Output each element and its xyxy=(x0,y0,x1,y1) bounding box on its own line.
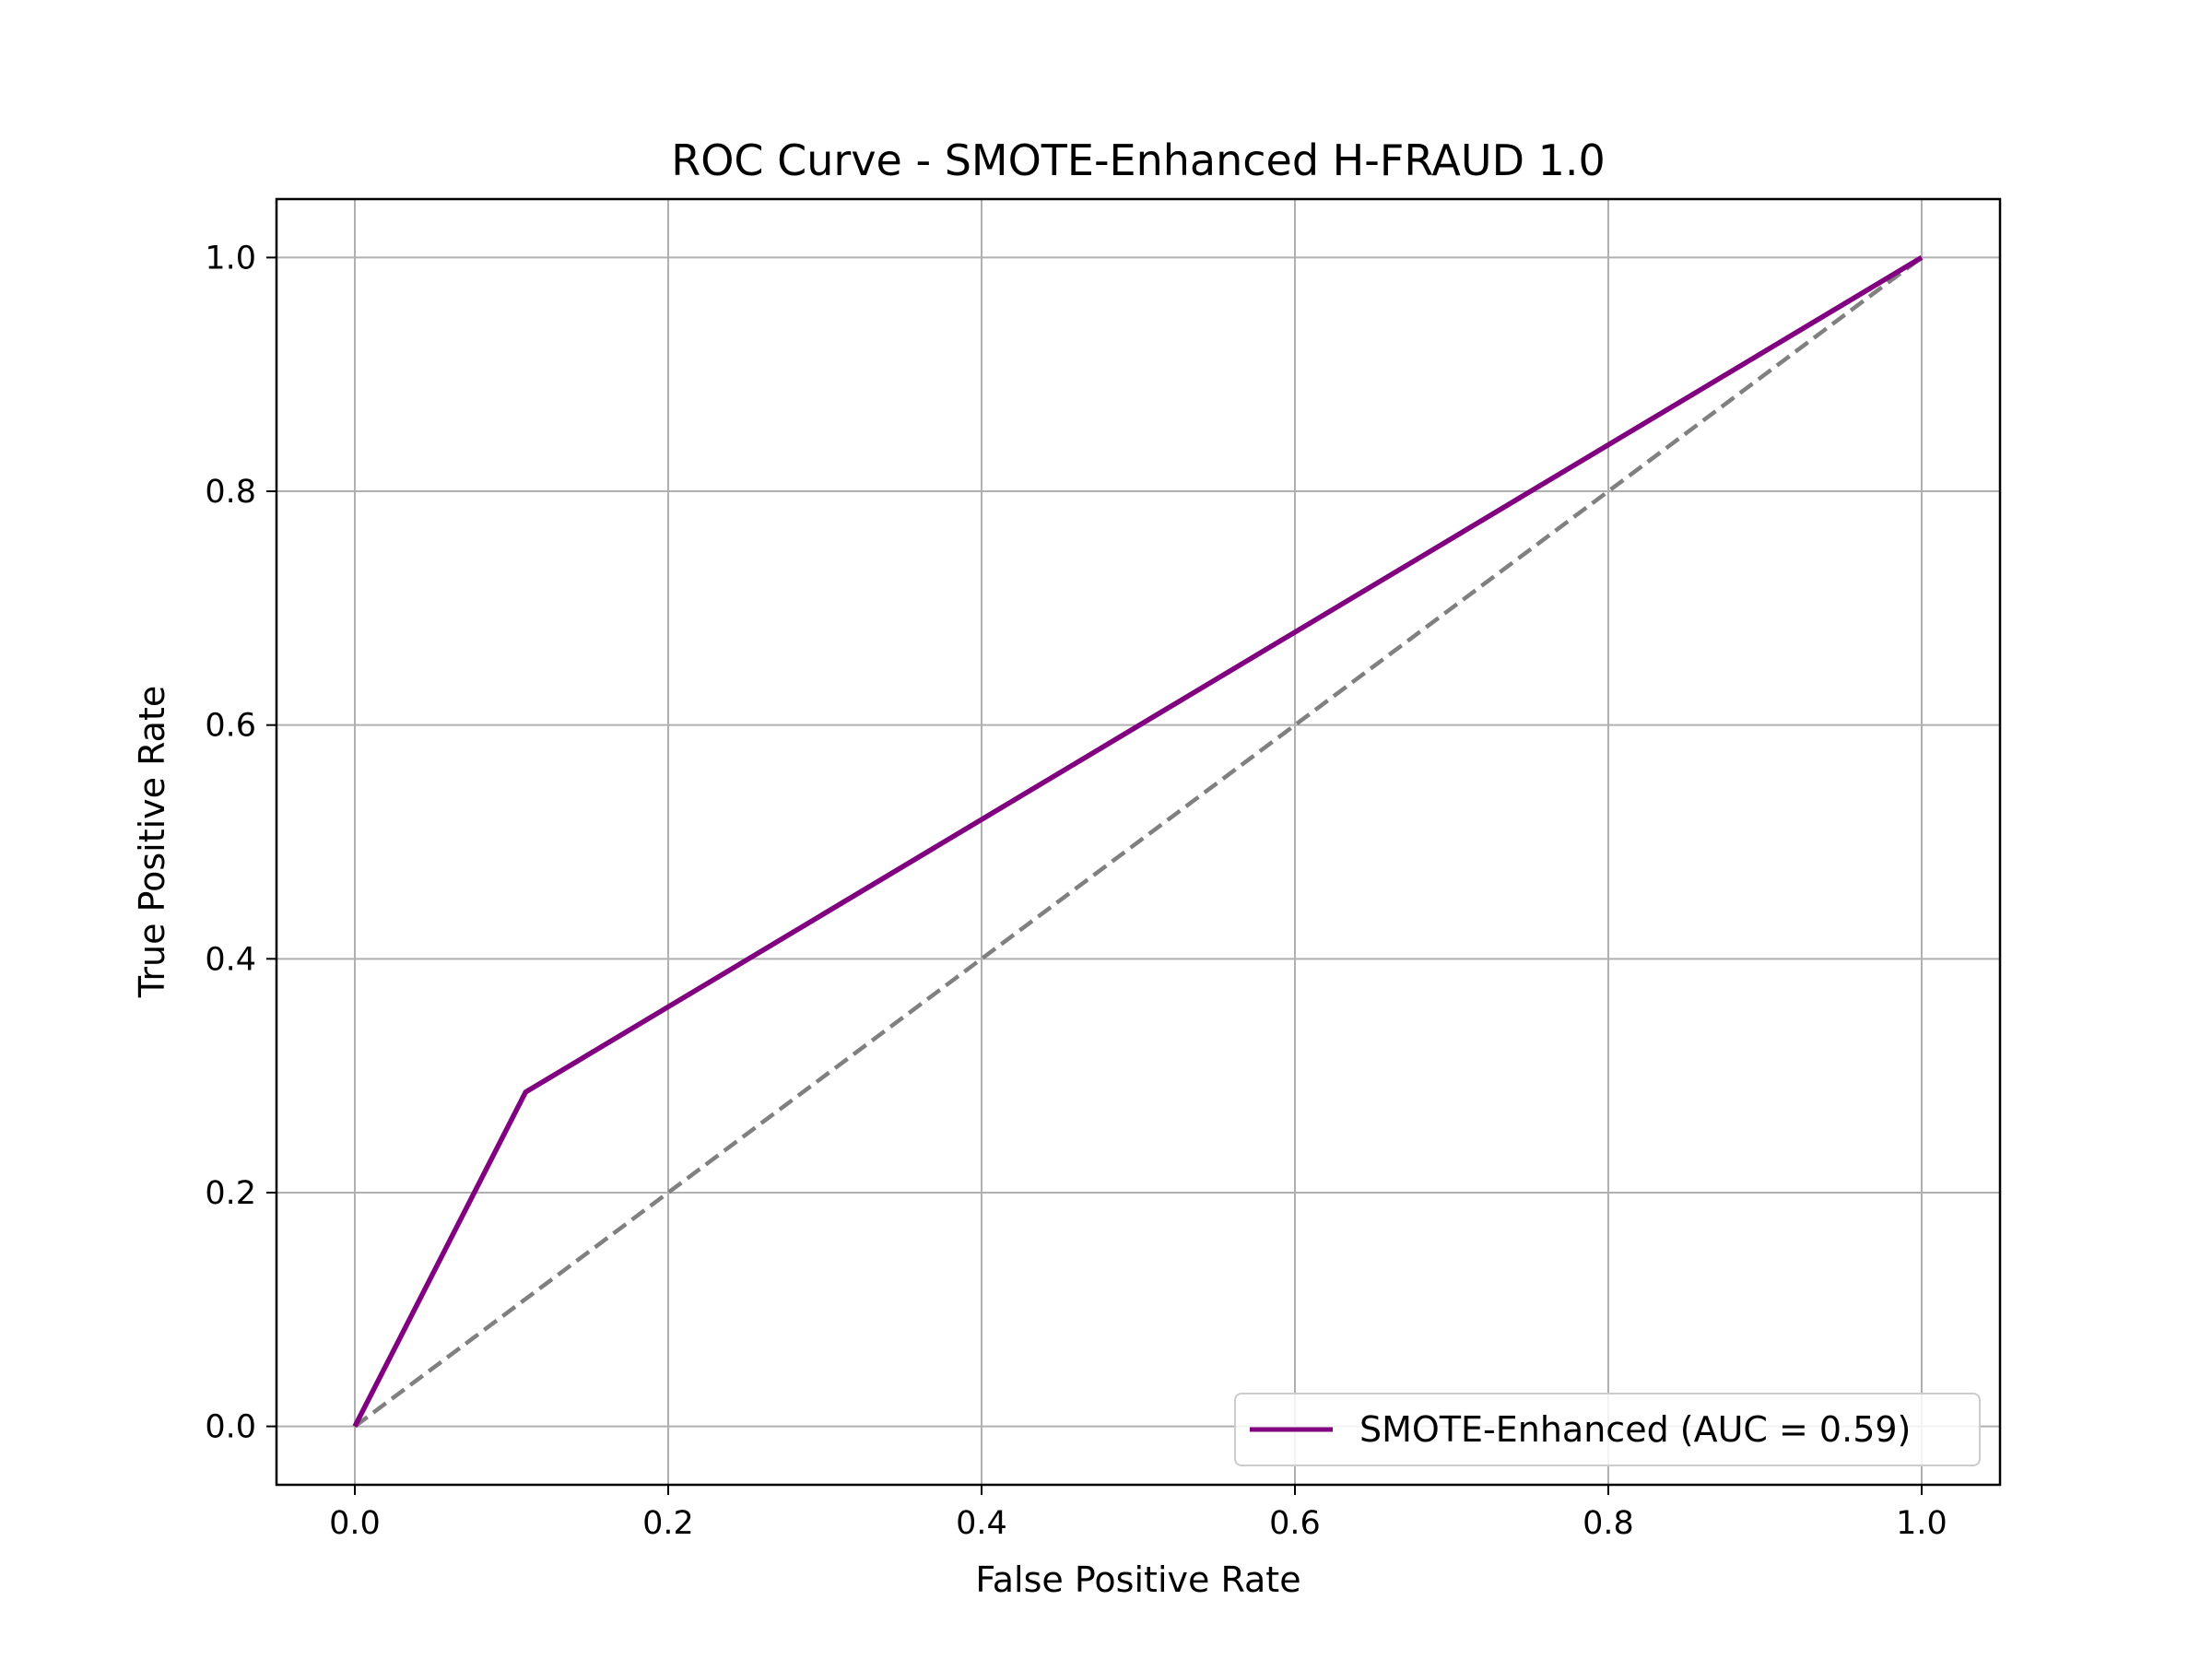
y-tick-label: 0.4 xyxy=(205,941,256,978)
plot-frame xyxy=(275,197,2002,1487)
series-layer xyxy=(352,255,1924,1429)
x-tick-label: 0.2 xyxy=(642,1505,694,1542)
x-tick-label: 1.0 xyxy=(1896,1505,1947,1542)
y-tick-label: 0.2 xyxy=(205,1175,256,1212)
roc-curve-line xyxy=(352,255,1924,1428)
x-tick-label: 0.8 xyxy=(1583,1505,1634,1542)
y-tick-label: 0.0 xyxy=(205,1409,256,1446)
x-tick-label: 0.6 xyxy=(1269,1505,1321,1542)
y-tick-label: 0.6 xyxy=(205,708,256,745)
y-tick-label: 1.0 xyxy=(205,240,256,276)
x-axis-label: False Positive Rate xyxy=(975,1559,1300,1600)
legend-box xyxy=(1234,1393,1981,1466)
legend: SMOTE-Enhanced (AUC = 0.59) xyxy=(1234,1393,1981,1466)
x-tick-label: 0.4 xyxy=(956,1505,1007,1542)
grid-layer xyxy=(276,199,2000,1485)
y-axis-label: True Positive Rate xyxy=(132,686,172,999)
chart-title: ROC Curve - SMOTE-Enhanced H-FRAUD 1.0 xyxy=(671,135,1606,185)
x-tick-label: 0.0 xyxy=(329,1505,381,1542)
legend-label: SMOTE-Enhanced (AUC = 0.59) xyxy=(1359,1409,1911,1450)
random-classifier-line xyxy=(353,255,1924,1429)
y-tick-label: 0.8 xyxy=(205,474,256,511)
tick-layer: 0.0 0.2 0.4 0.6 0.8 1.0 0.0 0.2 0.4 0.6 0.8 1.0 xyxy=(205,240,1947,1542)
